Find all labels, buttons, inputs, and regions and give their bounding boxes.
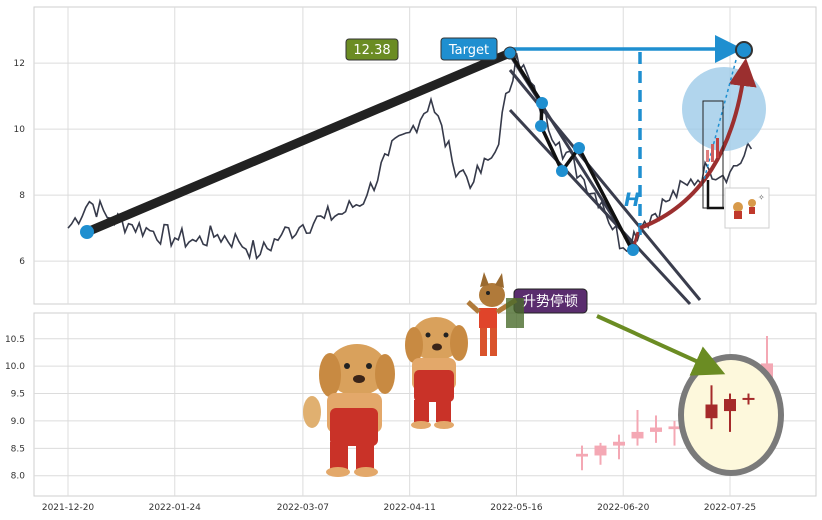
candle-body	[650, 427, 662, 432]
x-axis-ticks: 2021-12-20 2022-01-24 2022-03-07 2022-04-11…	[42, 503, 756, 513]
price-tag-label: 12.38	[353, 43, 390, 58]
candle-body	[742, 397, 755, 400]
y-tick-label: 12	[14, 59, 25, 69]
inset-bracket	[706, 180, 724, 210]
point-target	[735, 41, 753, 59]
y-tick-label: 8.0	[11, 472, 26, 482]
highlighted-candles	[705, 385, 755, 432]
target-tag-label: Target	[448, 43, 489, 58]
target-zone	[682, 67, 766, 151]
x-tick-label: 2022-07-25	[704, 503, 756, 513]
pointing-dog-icon	[466, 272, 524, 356]
y-tick-label: 10.5	[5, 335, 25, 345]
price-tag	[345, 38, 399, 61]
x-tick-label: 2021-12-20	[42, 503, 95, 513]
puppy-in-overalls-icon	[405, 317, 468, 429]
point-d	[573, 142, 585, 154]
y-tick-label: 9.5	[11, 390, 25, 400]
point-a	[536, 97, 548, 109]
dog-hat-icon: ✧	[733, 193, 765, 219]
point-start	[80, 225, 94, 239]
price-panel	[33, 6, 817, 305]
trend-line	[82, 48, 515, 237]
svg-text:✧: ✧	[758, 193, 765, 202]
candle-y-ticks: 8.0 8.5 9.0 9.5 10.0 10.5	[5, 335, 25, 482]
candle-body	[668, 426, 681, 430]
point-c	[556, 165, 568, 177]
y-tick-label: 6	[19, 257, 25, 267]
projection-base	[632, 231, 640, 247]
candle-body	[631, 431, 644, 439]
candle-body	[724, 399, 736, 412]
inset-candles	[706, 138, 719, 162]
point-low	[627, 244, 639, 256]
y-tick-label: 8.5	[11, 444, 25, 454]
candle-body	[576, 453, 588, 457]
x-tick-label: 2022-04-11	[384, 503, 436, 513]
callout-arrow	[596, 314, 726, 376]
target-guide	[703, 59, 737, 181]
pattern-points	[80, 41, 753, 256]
y-tick-label: 9.0	[11, 417, 26, 427]
y-tick-label: 8	[19, 191, 25, 201]
x-tick-label: 2022-06-20	[597, 503, 650, 513]
callout-label: 升势停顿	[522, 293, 578, 310]
point-peak	[503, 46, 517, 60]
x-tick-label: 2022-05-16	[490, 503, 543, 513]
candle-body	[594, 445, 607, 456]
y-tick-label: 10	[14, 125, 26, 135]
pattern-zigzag	[508, 52, 634, 251]
price-series-line	[67, 53, 753, 261]
x-tick-label: 2022-01-24	[149, 503, 202, 513]
x-tick-label: 2022-03-07	[277, 503, 329, 513]
candle-body	[705, 404, 718, 419]
point-b	[535, 120, 547, 132]
candle-body	[613, 441, 625, 446]
price-y-ticks: 6 8 10 12	[14, 59, 26, 267]
height-label: H	[624, 189, 640, 211]
target-tag	[440, 37, 498, 61]
puppy-in-overalls-icon	[303, 344, 395, 477]
projection-arc	[639, 58, 757, 230]
y-tick-label: 10.0	[5, 362, 25, 372]
thumbnail-card	[724, 187, 770, 229]
